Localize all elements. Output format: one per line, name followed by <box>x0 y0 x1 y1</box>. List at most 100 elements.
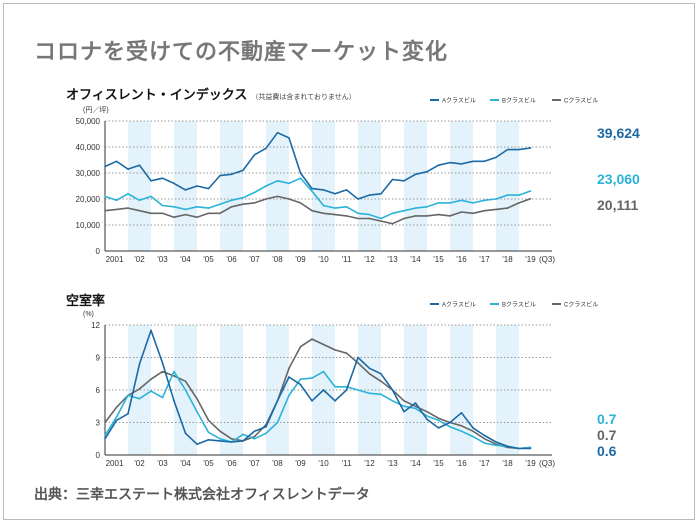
data-point-C <box>495 208 497 211</box>
data-point-A <box>265 426 267 428</box>
source-note: 出典：三幸エステート株式会社オフィスレントデータ <box>34 487 370 503</box>
data-point-A <box>506 148 509 151</box>
data-point-A <box>449 161 451 164</box>
data-point-B <box>334 385 336 388</box>
data-point-C <box>472 212 474 215</box>
data-point-A <box>184 189 187 191</box>
data-point-B <box>253 191 256 194</box>
data-point-A <box>391 389 394 391</box>
data-point-C <box>311 338 313 340</box>
data-point-C <box>253 435 256 438</box>
data-point-C <box>173 375 175 377</box>
data-point-B <box>138 397 141 400</box>
end-value-label-B: 0.7 <box>597 411 617 427</box>
data-point-B <box>104 434 106 437</box>
data-point-B <box>391 212 394 215</box>
data-point-B <box>150 390 152 392</box>
data-point-A <box>196 185 198 187</box>
y-tick-label: 6 <box>96 386 101 395</box>
x-tick-label: '10 <box>318 255 329 264</box>
data-point-C <box>426 215 428 217</box>
x-tick-label: '14 <box>410 459 421 468</box>
data-point-C <box>219 430 221 432</box>
data-point-B <box>196 410 198 413</box>
x-tick-label: '06 <box>226 459 237 468</box>
data-point-A <box>219 440 221 442</box>
data-point-B <box>472 435 474 438</box>
y-tick-label: 20,000 <box>76 195 101 204</box>
data-point-A <box>288 376 290 378</box>
data-point-C <box>334 349 336 351</box>
data-point-C <box>150 378 152 380</box>
year-band <box>266 121 289 251</box>
data-point-B <box>253 437 256 440</box>
x-tick-label: '08 <box>272 255 283 264</box>
data-point-B <box>391 400 394 402</box>
data-point-C <box>253 202 256 204</box>
data-point-A <box>138 164 141 166</box>
data-point-A <box>253 154 256 156</box>
data-point-C <box>403 400 405 402</box>
data-point-A <box>265 147 267 150</box>
year-band <box>128 121 151 251</box>
data-point-A <box>276 131 279 134</box>
data-point-A <box>414 402 417 404</box>
x-tick-label: '11 <box>342 459 352 468</box>
legend-label: Cクラスビル <box>564 97 598 105</box>
data-point-C <box>357 362 359 364</box>
data-point-B <box>380 217 382 220</box>
data-point-A <box>345 189 348 191</box>
data-point-C <box>483 209 486 212</box>
data-point-B <box>368 392 371 395</box>
y-tick-label: 0 <box>96 247 101 256</box>
x-tick-label: '08 <box>272 459 283 468</box>
data-point-B <box>127 193 129 195</box>
y-tick-label: 3 <box>96 419 101 428</box>
data-point-A <box>127 413 129 415</box>
data-point-C <box>345 352 348 354</box>
series-line-A <box>104 131 531 200</box>
data-point-C <box>196 216 198 218</box>
series-line-A <box>104 329 531 450</box>
data-point-A <box>173 400 175 402</box>
data-point-B <box>207 431 210 434</box>
data-point-C <box>311 209 313 212</box>
data-point-B <box>265 185 267 187</box>
data-point-B <box>345 206 348 208</box>
series-line-B <box>104 370 531 450</box>
data-point-C <box>288 198 290 200</box>
data-point-C <box>230 437 233 440</box>
end-value-label-C: 20,111 <box>597 197 638 213</box>
data-point-A <box>150 180 152 182</box>
data-point-B <box>483 442 486 444</box>
data-point-B <box>414 207 417 209</box>
data-point-B <box>161 396 164 399</box>
data-point-A <box>437 164 440 166</box>
data-point-B <box>184 208 187 211</box>
data-point-A <box>357 356 359 359</box>
data-point-A <box>230 441 233 443</box>
data-point-C <box>460 424 463 427</box>
data-point-B <box>495 444 497 447</box>
year-band <box>174 121 197 251</box>
y-tick-label: 0 <box>96 451 101 460</box>
data-point-A <box>253 430 256 432</box>
data-point-A <box>276 400 279 402</box>
year-band <box>450 121 473 251</box>
data-point-A <box>230 173 233 176</box>
data-point-B <box>173 370 175 373</box>
data-point-A <box>472 160 474 163</box>
data-point-C <box>368 372 371 375</box>
data-point-A <box>391 178 394 181</box>
data-point-B <box>265 432 267 435</box>
x-tick-label: '10 <box>318 459 329 468</box>
x-tick-label: '18 <box>502 255 513 264</box>
x-tick-label: '13 <box>387 255 398 264</box>
data-point-B <box>449 426 451 428</box>
x-tick-label: '03 <box>157 459 168 468</box>
end-value-label-C: 0.7 <box>597 427 617 443</box>
data-point-C <box>184 213 187 216</box>
end-value-label-A: 0.6 <box>597 443 617 459</box>
